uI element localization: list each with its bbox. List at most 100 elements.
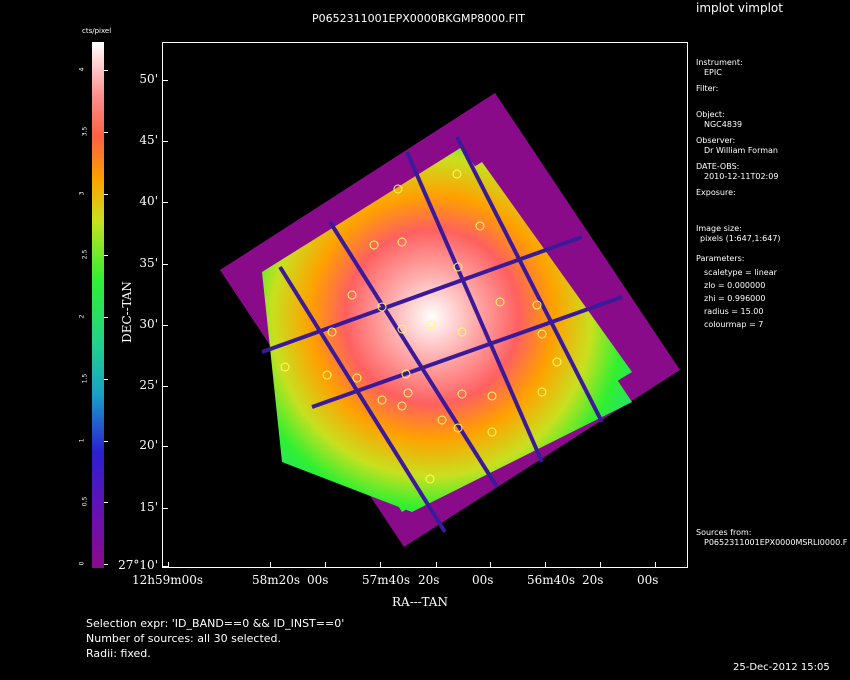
- colorbar-tick-label: 1: [78, 438, 86, 442]
- source-circle: [437, 415, 447, 425]
- imagesize-value: pixels (1:647,1:647): [700, 234, 781, 243]
- app-name: implot vimplot: [696, 1, 783, 15]
- colorbar-tick-mark: [104, 378, 108, 380]
- imagesize-label: Image size:: [696, 224, 742, 233]
- date-label: DATE-OBS:: [696, 162, 740, 171]
- source-circle: [532, 300, 542, 310]
- source-circle: [475, 221, 485, 231]
- footer-notes: Selection expr: 'ID_BAND==0 && ID_INST==…: [86, 616, 344, 661]
- colorbar-tick-label: 2.5: [81, 249, 89, 260]
- x-tick-label: 57m40s: [362, 573, 411, 587]
- pn-ccd-region: [267, 162, 632, 512]
- param-scaletype: scaletype = linear: [704, 268, 777, 277]
- colorbar-tick-mark: [104, 502, 108, 504]
- source-circle: [453, 262, 463, 272]
- colorbar-tick-mark: [104, 317, 108, 318]
- x-tick-label: 56m40s: [527, 573, 576, 587]
- x-tick-mark: [545, 562, 546, 568]
- source-circle: [552, 357, 562, 367]
- y-tick-mark: [162, 141, 168, 142]
- x-tick-label: 58m20s: [252, 573, 301, 587]
- y-tick-label: 50': [139, 72, 158, 86]
- y-tick-mark: [162, 80, 168, 81]
- colorbar: [92, 42, 104, 568]
- y-tick-label: 45': [139, 133, 158, 147]
- x-tick-label: 12h59m00s: [132, 573, 204, 587]
- source-circle: [327, 327, 337, 337]
- param-zhi: zhi = 0.996000: [704, 294, 766, 303]
- source-circle: [495, 297, 505, 307]
- colorbar-tick-mark: [104, 255, 108, 257]
- colorbar-tick-label: 2: [78, 314, 86, 319]
- source-circle: [322, 370, 332, 380]
- source-circle: [369, 240, 379, 250]
- y-tick-label: 27°10': [118, 558, 158, 572]
- source-circle: [397, 237, 407, 247]
- colorbar-tick-label: 1.5: [81, 373, 89, 384]
- instrument-label: Instrument:: [696, 58, 743, 67]
- source-circle: [457, 389, 467, 399]
- exposure-image: [220, 93, 680, 547]
- y-tick-label: 30': [139, 317, 158, 331]
- filter-label: Filter:: [696, 84, 719, 93]
- date-value: 2010-12-11T02:09: [704, 172, 779, 181]
- object-label: Object:: [696, 110, 725, 119]
- exposure-label: Exposure:: [696, 188, 736, 197]
- x-tick-label: 20s: [582, 573, 604, 587]
- x-tick-mark: [270, 562, 271, 568]
- timestamp: 25-Dec-2012 15:05: [733, 662, 830, 673]
- colorbar-tick-mark: [104, 564, 108, 565]
- source-circle: [377, 302, 387, 312]
- y-tick-mark: [162, 566, 168, 567]
- y-tick-mark: [162, 508, 168, 509]
- source-circle: [426, 320, 436, 330]
- observer-label: Observer:: [696, 136, 736, 145]
- source-circle: [487, 427, 497, 437]
- x-tick-mark: [655, 562, 656, 568]
- source-circle: [347, 290, 357, 300]
- colorbar-tick-mark: [104, 131, 108, 133]
- sources-label: Sources from:: [696, 528, 752, 537]
- source-circle: [457, 327, 467, 337]
- source-circle: [487, 391, 497, 401]
- x-tick-mark: [490, 562, 491, 568]
- plot-title: P0652311001EPX0000BKGMP8000.FIT: [312, 12, 525, 25]
- source-circle: [377, 395, 387, 405]
- y-tick-mark: [162, 202, 168, 203]
- param-colourmap: colourmap = 7: [704, 320, 764, 329]
- y-tick-mark: [162, 386, 168, 387]
- x-tick-label: 00s: [637, 573, 659, 587]
- source-circle: [403, 388, 413, 398]
- x-axis-label: RA---TAN: [392, 595, 448, 609]
- source-circle: [352, 373, 362, 383]
- source-circle: [425, 474, 435, 484]
- colorbar-tick-label: 0: [78, 561, 86, 566]
- colorbar-tick-label: 3.5: [81, 126, 89, 137]
- object-value: NGC4839: [704, 120, 743, 129]
- colorbar-tick-mark: [104, 70, 108, 71]
- plot-frame: [162, 42, 688, 568]
- source-markers: [280, 169, 562, 484]
- source-circle: [537, 329, 547, 339]
- y-axis-label: DEC--TAN: [119, 281, 134, 343]
- source-circle: [397, 401, 407, 411]
- x-tick-mark: [600, 562, 601, 568]
- y-tick-mark: [162, 325, 168, 326]
- source-circle: [452, 169, 462, 179]
- x-tick-mark: [380, 562, 381, 568]
- x-tick-mark: [168, 562, 169, 568]
- chip-gaps: [261, 136, 623, 534]
- y-tick-label: 15': [139, 500, 158, 514]
- y-tick-label: 20': [139, 438, 158, 452]
- x-tick-mark: [325, 562, 326, 568]
- source-circle: [537, 387, 547, 397]
- colorbar-tick-label: 4: [78, 67, 86, 72]
- source-circle: [453, 423, 463, 433]
- y-tick-mark: [162, 446, 168, 447]
- y-tick-mark: [162, 264, 168, 265]
- source-count: Number of sources: all 30 selected.: [86, 632, 282, 645]
- selection-expr: Selection expr: 'ID_BAND==0 && ID_INST==…: [86, 617, 345, 630]
- colorbar-unit: cts/pixel: [82, 27, 112, 35]
- source-circle: [401, 369, 411, 379]
- colorbar-tick-mark: [104, 193, 108, 195]
